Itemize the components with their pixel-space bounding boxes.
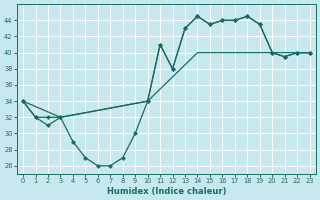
X-axis label: Humidex (Indice chaleur): Humidex (Indice chaleur) <box>107 187 226 196</box>
